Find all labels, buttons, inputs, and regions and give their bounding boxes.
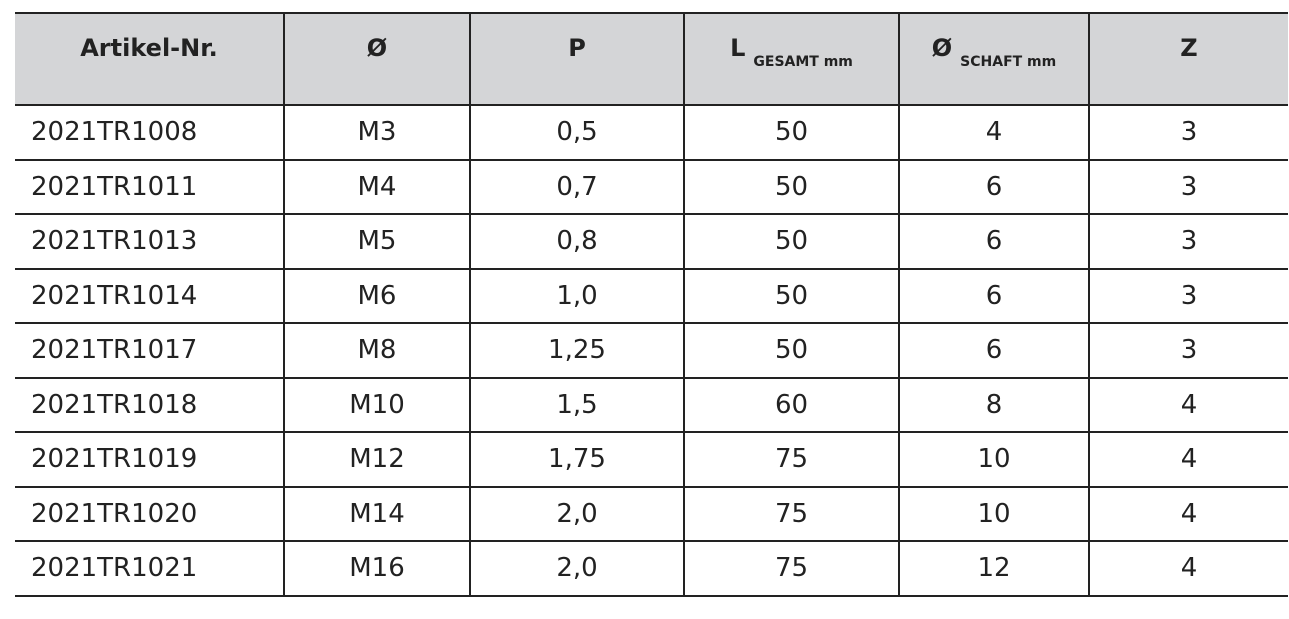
- cell-total-length: 75: [683, 431, 900, 488]
- table-row: 2021TR1020 M14 2,0 75 10 4: [15, 485, 1288, 542]
- cell-pitch: 1,0: [469, 267, 685, 324]
- cell-article-number: 2021TR1017: [15, 322, 285, 379]
- header-label: P: [568, 34, 586, 62]
- cell-diameter: M3: [283, 104, 471, 161]
- cell-pitch: 1,5: [469, 376, 685, 433]
- column-header-flutes: Z: [1088, 12, 1288, 106]
- cell-shank-diameter: 8: [898, 376, 1090, 433]
- header-sublabel: SCHAFT mm: [960, 54, 1057, 70]
- table-row: 2021TR1011 M4 0,7 50 6 3: [15, 158, 1288, 215]
- column-header-article-number: Artikel-Nr.: [15, 12, 285, 106]
- cell-diameter: M4: [283, 158, 471, 215]
- cell-diameter: M5: [283, 213, 471, 270]
- cell-total-length: 50: [683, 158, 900, 215]
- table-row: 2021TR1019 M12 1,75 75 10 4: [15, 431, 1288, 488]
- header-label: Z: [1180, 34, 1198, 62]
- cell-shank-diameter: 6: [898, 213, 1090, 270]
- cell-shank-diameter: 6: [898, 267, 1090, 324]
- column-header-total-length: L GESAMT mm: [683, 12, 900, 106]
- column-header-shank-diameter: Ø SCHAFT mm: [898, 12, 1090, 106]
- cell-diameter: M12: [283, 431, 471, 488]
- header-sublabel: GESAMT mm: [753, 54, 853, 70]
- cell-total-length: 50: [683, 104, 900, 161]
- cell-flutes: 4: [1088, 376, 1288, 433]
- cell-article-number: 2021TR1008: [15, 104, 285, 161]
- cell-pitch: 0,5: [469, 104, 685, 161]
- cell-total-length: 60: [683, 376, 900, 433]
- header-label: Ø: [366, 34, 388, 62]
- cell-flutes: 4: [1088, 540, 1288, 597]
- table-row: 2021TR1021 M16 2,0 75 12 4: [15, 540, 1288, 597]
- column-header-pitch: P: [469, 12, 685, 106]
- cell-shank-diameter: 6: [898, 158, 1090, 215]
- cell-pitch: 2,0: [469, 485, 685, 542]
- table-body: 2021TR1008 M3 0,5 50 4 3 2021TR1011 M4 0,7 50 6 3 20…: [15, 104, 1288, 597]
- cell-shank-diameter: 12: [898, 540, 1090, 597]
- cell-diameter: M8: [283, 322, 471, 379]
- cell-flutes: 3: [1088, 267, 1288, 324]
- table-row: 2021TR1008 M3 0,5 50 4 3: [15, 104, 1288, 161]
- cell-pitch: 1,25: [469, 322, 685, 379]
- cell-article-number: 2021TR1011: [15, 158, 285, 215]
- cell-pitch: 0,7: [469, 158, 685, 215]
- header-label: Artikel-Nr.: [80, 34, 218, 62]
- cell-pitch: 2,0: [469, 540, 685, 597]
- cell-total-length: 50: [683, 322, 900, 379]
- table-row: 2021TR1018 M10 1,5 60 8 4: [15, 376, 1288, 433]
- cell-diameter: M16: [283, 540, 471, 597]
- table-row: 2021TR1013 M5 0,8 50 6 3: [15, 213, 1288, 270]
- header-label: L: [730, 34, 746, 62]
- cell-diameter: M10: [283, 376, 471, 433]
- cell-shank-diameter: 4: [898, 104, 1090, 161]
- cell-article-number: 2021TR1020: [15, 485, 285, 542]
- cell-total-length: 75: [683, 540, 900, 597]
- cell-shank-diameter: 6: [898, 322, 1090, 379]
- cell-article-number: 2021TR1013: [15, 213, 285, 270]
- cell-flutes: 3: [1088, 213, 1288, 270]
- cell-flutes: 3: [1088, 104, 1288, 161]
- cell-diameter: M14: [283, 485, 471, 542]
- header-label: Ø: [931, 34, 953, 62]
- cell-article-number: 2021TR1021: [15, 540, 285, 597]
- cell-article-number: 2021TR1019: [15, 431, 285, 488]
- cell-total-length: 50: [683, 213, 900, 270]
- cell-flutes: 3: [1088, 158, 1288, 215]
- cell-shank-diameter: 10: [898, 431, 1090, 488]
- cell-article-number: 2021TR1018: [15, 376, 285, 433]
- table-header: Artikel-Nr. Ø P L GESAMT mm Ø SCHAFT mm Z: [15, 12, 1288, 106]
- cell-flutes: 4: [1088, 485, 1288, 542]
- table-row: 2021TR1017 M8 1,25 50 6 3: [15, 322, 1288, 379]
- cell-pitch: 1,75: [469, 431, 685, 488]
- cell-flutes: 4: [1088, 431, 1288, 488]
- cell-total-length: 50: [683, 267, 900, 324]
- product-table: Artikel-Nr. Ø P L GESAMT mm Ø SCHAFT mm Z 2021T…: [15, 12, 1288, 597]
- table-row: 2021TR1014 M6 1,0 50 6 3: [15, 267, 1288, 324]
- cell-flutes: 3: [1088, 322, 1288, 379]
- column-header-diameter: Ø: [283, 12, 471, 106]
- cell-diameter: M6: [283, 267, 471, 324]
- cell-pitch: 0,8: [469, 213, 685, 270]
- cell-shank-diameter: 10: [898, 485, 1090, 542]
- cell-article-number: 2021TR1014: [15, 267, 285, 324]
- cell-total-length: 75: [683, 485, 900, 542]
